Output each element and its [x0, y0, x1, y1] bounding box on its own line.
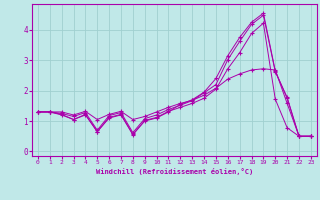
X-axis label: Windchill (Refroidissement éolien,°C): Windchill (Refroidissement éolien,°C) — [96, 168, 253, 175]
